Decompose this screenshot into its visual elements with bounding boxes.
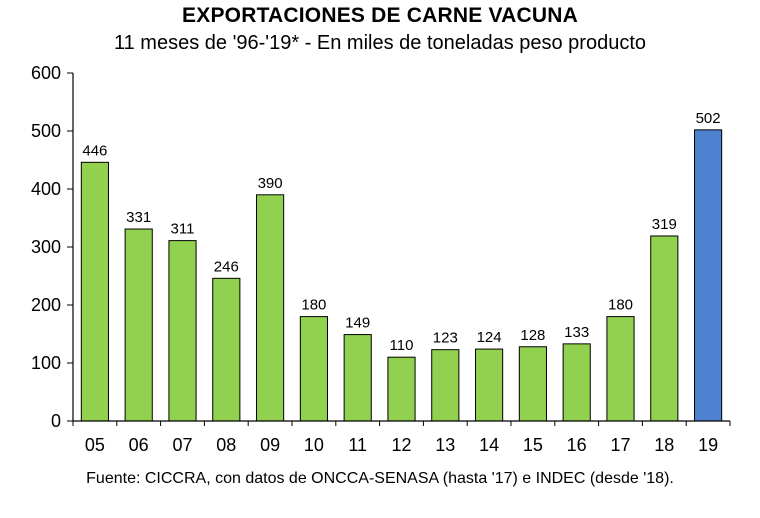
- x-tick-label: 18: [654, 435, 674, 455]
- x-tick-label: 06: [129, 435, 149, 455]
- data-label: 180: [608, 297, 633, 314]
- x-tick-label: 10: [304, 435, 324, 455]
- bar: [168, 240, 197, 422]
- data-label: 123: [433, 330, 458, 347]
- bar: [80, 161, 109, 422]
- data-label: 149: [345, 315, 370, 332]
- data-label: 124: [477, 329, 502, 346]
- data-label: 319: [652, 216, 677, 233]
- x-tick-label: 07: [172, 435, 192, 455]
- bar: [387, 356, 416, 422]
- x-tick-label: 09: [260, 435, 280, 455]
- bar: [431, 349, 460, 422]
- bar: [256, 194, 285, 422]
- y-tick-label: 500: [31, 121, 61, 141]
- data-label: 331: [126, 209, 151, 226]
- x-tick-label: 19: [698, 435, 718, 455]
- x-tick-label: 05: [85, 435, 105, 455]
- chart-title: EXPORTACIONES DE CARNE VACUNA: [182, 4, 578, 27]
- bar: [694, 129, 723, 422]
- data-label: 180: [301, 297, 326, 314]
- x-tick-label: 17: [610, 435, 630, 455]
- data-label: 446: [82, 142, 107, 159]
- x-tick-label: 14: [479, 435, 499, 455]
- bar: [562, 343, 591, 422]
- bar: [212, 277, 241, 422]
- bar: [475, 348, 504, 422]
- chart-source-note: Fuente: CICCRA, con datos de ONCCA-SENAS…: [86, 470, 674, 487]
- bar: [124, 228, 153, 422]
- data-label: 133: [564, 324, 589, 341]
- y-tick-label: 600: [31, 63, 61, 83]
- bar: [650, 235, 679, 422]
- x-tick-label: 13: [435, 435, 455, 455]
- y-tick-label: 400: [31, 179, 61, 199]
- bar: [518, 346, 547, 422]
- x-tick-label: 16: [567, 435, 587, 455]
- x-tick-label: 12: [391, 435, 411, 455]
- x-tick-label: 08: [216, 435, 236, 455]
- bar: [343, 334, 372, 422]
- data-label: 311: [171, 221, 195, 238]
- data-label: 128: [520, 327, 545, 344]
- y-tick-label: 100: [31, 353, 61, 373]
- data-label: 246: [214, 258, 239, 275]
- data-label: 502: [696, 110, 721, 127]
- x-tick-label: 15: [523, 435, 543, 455]
- y-tick-label: 300: [31, 237, 61, 257]
- y-tick-label: 200: [31, 295, 61, 315]
- x-tick-label: 11: [348, 435, 367, 455]
- data-label: 110: [390, 337, 414, 354]
- bar: [606, 316, 635, 422]
- data-label: 390: [258, 175, 283, 192]
- chart-subtitle: 11 meses de '96-'19* - En miles de tonel…: [113, 32, 647, 54]
- y-tick-label: 0: [51, 411, 61, 431]
- bar: [299, 316, 328, 422]
